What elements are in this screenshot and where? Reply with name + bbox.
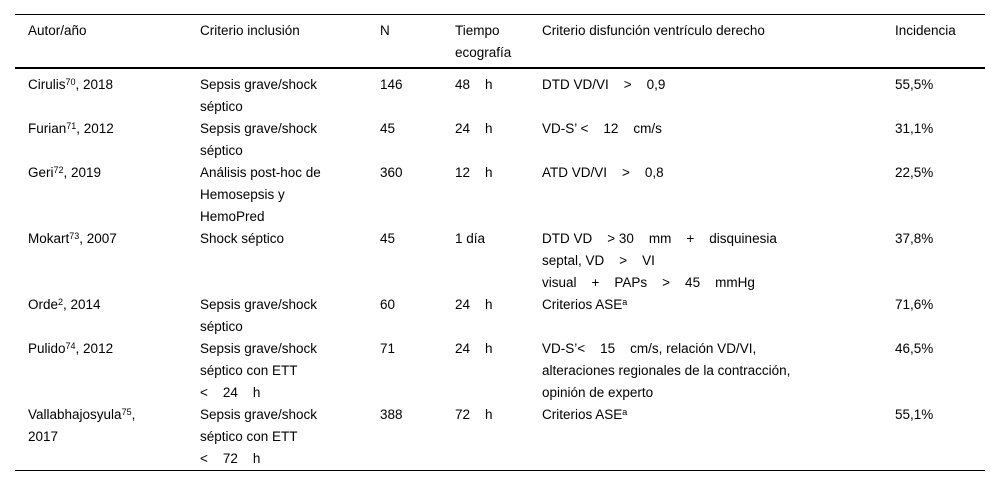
time-cell: 48 h <box>455 77 493 92</box>
time-cell: 24 h <box>455 121 493 136</box>
n-cell: 45 <box>380 121 396 136</box>
table-row: Geri72, 2019 Análisis post-hoc de Hemose… <box>15 162 985 228</box>
inclusion-cell: Sepsis grave/shock séptico con ETT < 24 … <box>200 341 318 400</box>
reference-superscript: 73 <box>69 230 80 241</box>
author-line2: 2017 <box>28 429 59 444</box>
inclusion-cell: Sepsis grave/shock séptico <box>200 121 318 158</box>
inclusion-cell: Shock séptico <box>200 231 285 246</box>
criteria-cell: DTD VD/VI > 0,9 <box>542 77 666 92</box>
incidence-cell: 37,8% <box>895 231 934 246</box>
header-label: N <box>380 23 390 38</box>
criteria-cell: VD-S’ < 12 cm/s <box>542 121 662 136</box>
incidence-cell: 22,5% <box>895 165 934 180</box>
header-label: Tiempo <box>455 23 500 38</box>
criteria-cell: DTD VD > 30 mm + disquinesia septal, VD … <box>542 231 777 290</box>
header-label: Autor/año <box>28 23 87 38</box>
time-cell: 24 h <box>455 341 493 356</box>
author-year: , 2018 <box>75 77 114 92</box>
author-name: Mokart <box>28 231 70 246</box>
table-row: Vallabhajosyula75, 2017 Sepsis grave/sho… <box>15 404 985 471</box>
col-header-n: N <box>380 14 455 69</box>
criteria-cell: ATD VD/VI > 0,8 <box>542 165 664 180</box>
col-header-tiempo-ecografia: Tiempo ecografía <box>455 14 542 69</box>
author-name: Geri <box>28 165 54 180</box>
author-cell: Cirulis70, 2018 <box>15 68 200 118</box>
author-year: , 2019 <box>63 165 102 180</box>
inclusion-cell: Sepsis grave/shock séptico con ETT < 72 … <box>200 407 318 466</box>
reference-superscript: 72 <box>53 164 64 175</box>
criteria-cell: VD-S’< 15 cm/s, relación VD/VI, alteraci… <box>542 341 791 400</box>
reference-superscript: 74 <box>65 340 76 351</box>
col-header-criterio-inclusion: Criterio inclusión <box>200 14 380 69</box>
criteria-cell: Criterios ASEa <box>542 406 628 422</box>
inclusion-cell: Sepsis grave/shock séptico <box>200 77 318 114</box>
reference-superscript: 70 <box>65 76 76 87</box>
inclusion-cell: Análisis post-hoc de Hemosepsis y HemoPr… <box>200 165 321 224</box>
author-year: , 2014 <box>63 297 101 312</box>
incidence-cell: 71,6% <box>895 297 934 312</box>
studies-table: Autor/año Criterio inclusión N Tiempo ec… <box>15 14 985 471</box>
time-cell: 24 h <box>455 297 493 312</box>
header-label: Incidencia <box>895 23 956 38</box>
author-name: Furian <box>28 121 67 136</box>
author-cell: Vallabhajosyula75, 2017 <box>15 404 200 471</box>
table-row: Cirulis70, 2018 Sepsis grave/shock sépti… <box>15 68 985 118</box>
header-label: Criterio inclusión <box>200 23 300 38</box>
header-label: Criterio disfunción ventrículo derecho <box>542 23 765 38</box>
reference-superscript: 75 <box>121 406 132 417</box>
n-cell: 146 <box>380 77 403 92</box>
n-cell: 360 <box>380 165 403 180</box>
time-cell: 1 día <box>455 231 486 246</box>
author-cell: Geri72, 2019 <box>15 162 200 228</box>
col-header-criterio-disfuncion: Criterio disfunción ventrículo derecho <box>542 14 895 69</box>
footnote-superscript: a <box>622 406 628 417</box>
author-year: , 2007 <box>79 231 117 246</box>
reference-superscript: 71 <box>66 120 77 131</box>
author-name: Orde <box>28 297 59 312</box>
n-cell: 45 <box>380 231 396 246</box>
time-cell: 72 h <box>455 407 493 422</box>
table-header-row: Autor/año Criterio inclusión N Tiempo ec… <box>15 14 985 69</box>
author-cell: Furian71, 2012 <box>15 118 200 162</box>
author-name: Pulido <box>28 341 66 356</box>
author-name: Vallabhajosyula <box>28 407 122 422</box>
time-cell: 12 h <box>455 165 493 180</box>
col-header-autor-ano: Autor/año <box>15 14 200 69</box>
incidence-cell: 55,1% <box>895 407 934 422</box>
footnote-superscript: a <box>622 296 628 307</box>
incidence-cell: 46,5% <box>895 341 934 356</box>
author-cell: Orde2, 2014 <box>15 294 200 338</box>
incidence-cell: 31,1% <box>895 121 934 136</box>
table-row: Mokart73, 2007 Shock séptico 45 1 día DT… <box>15 228 985 294</box>
table-row: Pulido74, 2012 Sepsis grave/shock séptic… <box>15 338 985 404</box>
reference-superscript: 2 <box>58 296 64 307</box>
n-cell: 71 <box>380 341 396 356</box>
table-row: Furian71, 2012 Sepsis grave/shock séptic… <box>15 118 985 162</box>
author-cell: Mokart73, 2007 <box>15 228 200 294</box>
n-cell: 388 <box>380 407 403 422</box>
criteria-cell: Criterios ASEa <box>542 296 628 312</box>
author-name: Cirulis <box>28 77 66 92</box>
author-year: , <box>131 407 136 422</box>
incidence-cell: 55,5% <box>895 77 934 92</box>
author-year: , 2012 <box>76 121 114 136</box>
author-year: , 2012 <box>75 341 114 356</box>
author-cell: Pulido74, 2012 <box>15 338 200 404</box>
header-label: ecografía <box>455 45 512 60</box>
n-cell: 60 <box>380 297 396 312</box>
col-header-incidencia: Incidencia <box>895 14 985 69</box>
inclusion-cell: Sepsis grave/shock séptico <box>200 297 318 334</box>
table-row: Orde2, 2014 Sepsis grave/shock séptico 6… <box>15 294 985 338</box>
